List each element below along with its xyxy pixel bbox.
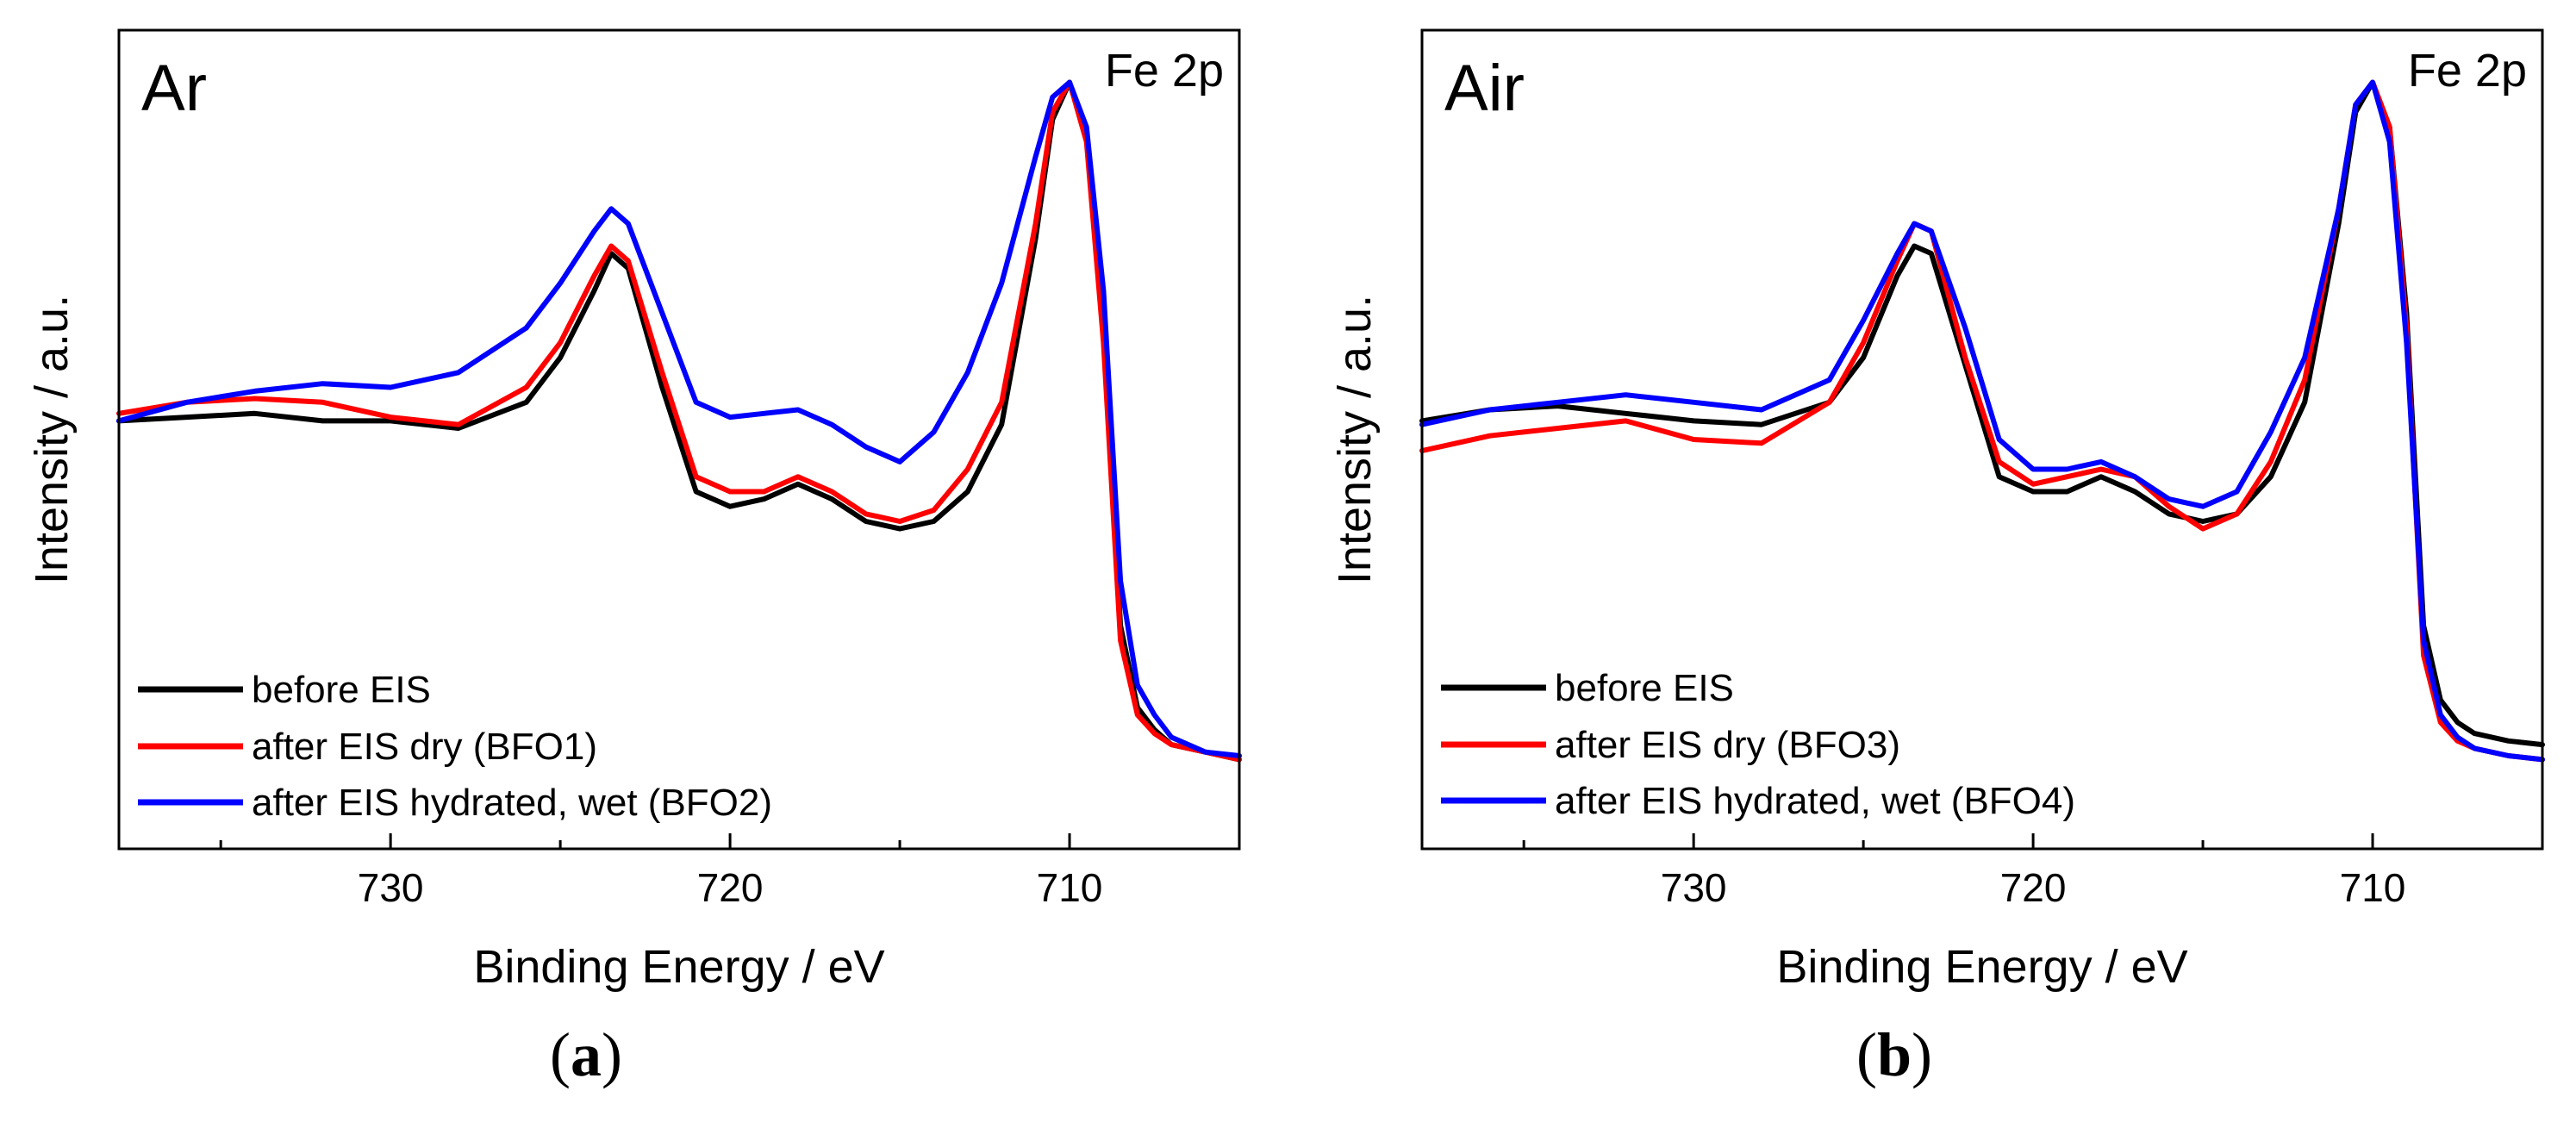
panel-a-caption-open: ( [550, 1020, 571, 1089]
panel-a-atmosphere-label: Ar [141, 52, 207, 125]
panel-a-caption-letter: a [571, 1020, 602, 1089]
panel-b-caption-letter: b [1877, 1020, 1912, 1089]
panel-b-line-after-eis-hydrated [1419, 79, 2545, 763]
panel-b-series [1419, 79, 2545, 763]
panel-b-caption: (b) [1856, 1020, 1932, 1089]
panel-b: 730 720 710 Air Fe 2p Binding Energy / e… [1329, 28, 2545, 1089]
panel-b-legend-label: after EIS hydrated, wet (BFO4) [1555, 780, 2075, 822]
panel-b-corner-label: Fe 2p [2408, 45, 2527, 97]
panel-b-legend-label: after EIS dry (BFO3) [1555, 724, 1900, 766]
panel-a-x-tick-label: 730 [358, 865, 424, 910]
panel-b-x-tick-label: 730 [1661, 865, 1727, 910]
panel-b-atmosphere-label: Air [1444, 52, 1525, 125]
panel-a-x-axis-label: Binding Energy / eV [473, 941, 884, 993]
panel-a-legend-label: after EIS dry (BFO1) [252, 726, 597, 768]
panel-a-x-tick-label: 720 [697, 865, 764, 910]
panel-a-x-ticks [219, 833, 1241, 849]
panel-b-x-tick-label: 710 [2340, 865, 2406, 910]
panel-a: 730 720 710 Ar Fe 2p Binding Energy / eV… [26, 28, 1242, 1089]
panel-a-line-after-eis-hydrated [116, 79, 1242, 758]
panel-b-legend-label: before EIS [1555, 667, 1734, 709]
panel-a-x-tick-label: 710 [1037, 865, 1103, 910]
panel-a-legend: before EIS after EIS dry (BFO1) after EI… [138, 669, 772, 824]
panel-b-x-ticks [1522, 833, 2544, 849]
panel-b-caption-open: ( [1856, 1020, 1877, 1089]
panel-a-line-after-eis-dry [116, 79, 1242, 763]
panel-b-x-tick-label: 720 [2000, 865, 2067, 910]
panel-a-plot-frame [117, 28, 1241, 851]
panel-b-y-axis-label: Intensity / a.u. [1329, 295, 1381, 584]
panel-a-caption: (a) [550, 1020, 622, 1089]
panel-b-legend: before EIS after EIS dry (BFO3) after EI… [1441, 667, 2075, 822]
panel-a-legend-label: before EIS [252, 669, 431, 711]
panel-a-y-axis-label: Intensity / a.u. [26, 295, 78, 584]
panel-b-plot-frame [1420, 28, 2544, 851]
panel-b-x-axis-label: Binding Energy / eV [1776, 941, 2187, 993]
panel-a-corner-label: Fe 2p [1105, 45, 1224, 97]
panel-a-legend-label: after EIS hydrated, wet (BFO2) [252, 782, 772, 824]
panel-a-caption-close: ) [602, 1020, 622, 1089]
panel-a-series [116, 79, 1242, 763]
panel-b-caption-close: ) [1912, 1020, 1932, 1089]
